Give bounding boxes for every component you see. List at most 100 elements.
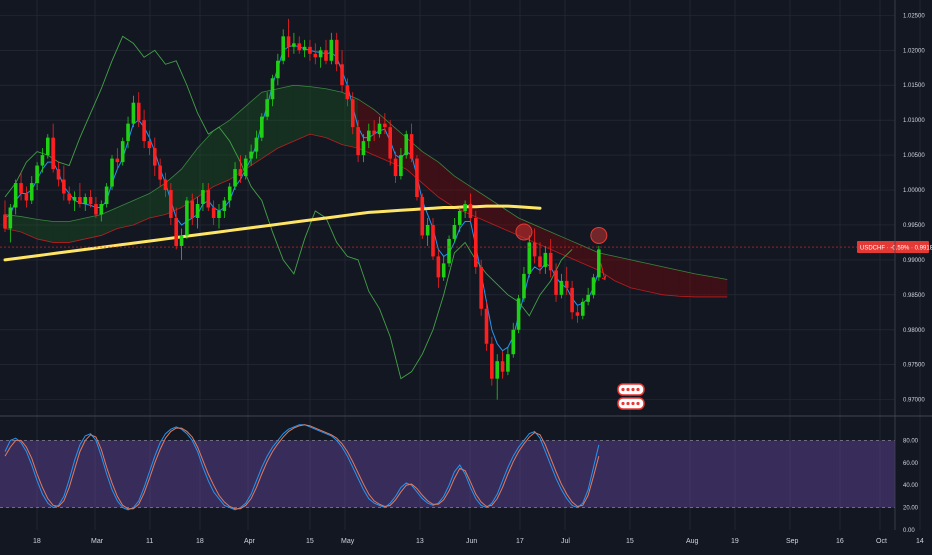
candle[interactable] [511,322,516,358]
candle[interactable] [249,144,253,166]
candle[interactable] [19,172,23,201]
stochastic-oscillator-pane[interactable] [0,424,895,511]
candle[interactable] [484,301,489,351]
candle[interactable] [495,354,499,400]
candle[interactable] [468,193,473,222]
candle[interactable] [356,120,360,163]
candle[interactable] [260,113,264,142]
candle[interactable] [463,200,467,218]
candle[interactable] [195,197,200,229]
candle[interactable] [532,228,537,264]
candle[interactable] [479,259,483,316]
candle[interactable] [383,113,387,135]
candle[interactable] [142,109,146,149]
candle[interactable] [13,179,18,215]
candle[interactable] [3,200,7,232]
candle[interactable] [40,148,45,173]
candle[interactable] [83,193,88,211]
candle[interactable] [431,217,435,260]
candle[interactable] [206,183,211,211]
candle[interactable] [409,123,414,163]
candle[interactable] [286,18,291,58]
candle[interactable] [62,165,66,201]
candle[interactable] [233,162,237,191]
candle[interactable] [350,92,355,135]
candle[interactable] [575,305,580,323]
candle[interactable] [254,130,259,159]
candle[interactable] [388,120,392,166]
candle[interactable] [201,183,205,211]
candle[interactable] [345,78,350,107]
candle[interactable] [447,235,451,267]
candle[interactable] [120,137,125,166]
candle[interactable] [372,120,376,142]
candle[interactable] [361,134,366,163]
candle[interactable] [441,256,446,281]
candle[interactable] [147,130,152,156]
candle[interactable] [340,50,344,93]
candle[interactable] [591,273,596,299]
candle[interactable] [153,137,157,177]
candle[interactable] [24,186,29,208]
candle[interactable] [581,298,585,320]
candle[interactable] [559,273,564,299]
candle[interactable] [276,53,280,86]
candle[interactable] [126,116,130,149]
candle[interactable] [94,197,98,218]
candle[interactable] [564,266,569,295]
candle[interactable] [297,36,302,54]
candle[interactable] [334,32,339,72]
candle[interactable] [78,183,82,208]
candle[interactable] [522,266,526,302]
candle[interactable] [158,158,162,187]
candle[interactable] [548,238,553,278]
candle[interactable] [265,92,269,121]
candle[interactable] [115,148,120,170]
candle[interactable] [500,350,505,379]
candle[interactable] [8,204,13,243]
candle[interactable] [163,172,168,198]
candle[interactable] [570,280,574,320]
candle[interactable] [393,151,398,184]
candle[interactable] [29,176,34,205]
candle[interactable] [281,29,285,65]
candle[interactable] [179,228,184,260]
candle[interactable] [131,95,136,128]
candle[interactable] [329,32,334,65]
candle[interactable] [35,162,39,191]
candle[interactable] [46,134,50,159]
candle[interactable] [404,130,409,159]
candle[interactable] [174,207,178,250]
candle[interactable] [227,183,232,208]
candle[interactable] [99,200,104,222]
candle[interactable] [367,123,371,149]
candle[interactable] [527,235,532,278]
candle[interactable] [292,32,296,54]
event-badge-icon[interactable] [617,397,645,410]
candle[interactable] [190,193,195,225]
candle[interactable] [243,155,248,180]
candle[interactable] [586,287,590,306]
candle[interactable] [302,39,307,58]
candle[interactable] [474,210,478,274]
candle[interactable] [169,183,173,225]
candle[interactable] [543,245,548,274]
candle[interactable] [457,207,462,232]
candle[interactable] [554,263,558,302]
candle[interactable] [136,92,141,128]
candle[interactable] [516,294,521,334]
candle[interactable] [415,155,419,201]
candle[interactable] [313,43,318,65]
candlesticks[interactable] [3,18,601,400]
candle[interactable] [308,39,312,61]
candle[interactable] [318,46,323,68]
candle[interactable] [399,148,403,180]
candle[interactable] [506,347,510,376]
candle[interactable] [238,155,243,184]
candle[interactable] [324,39,328,65]
event-badge-icon[interactable] [617,383,645,396]
candle[interactable] [538,242,542,274]
candle[interactable] [211,200,216,225]
